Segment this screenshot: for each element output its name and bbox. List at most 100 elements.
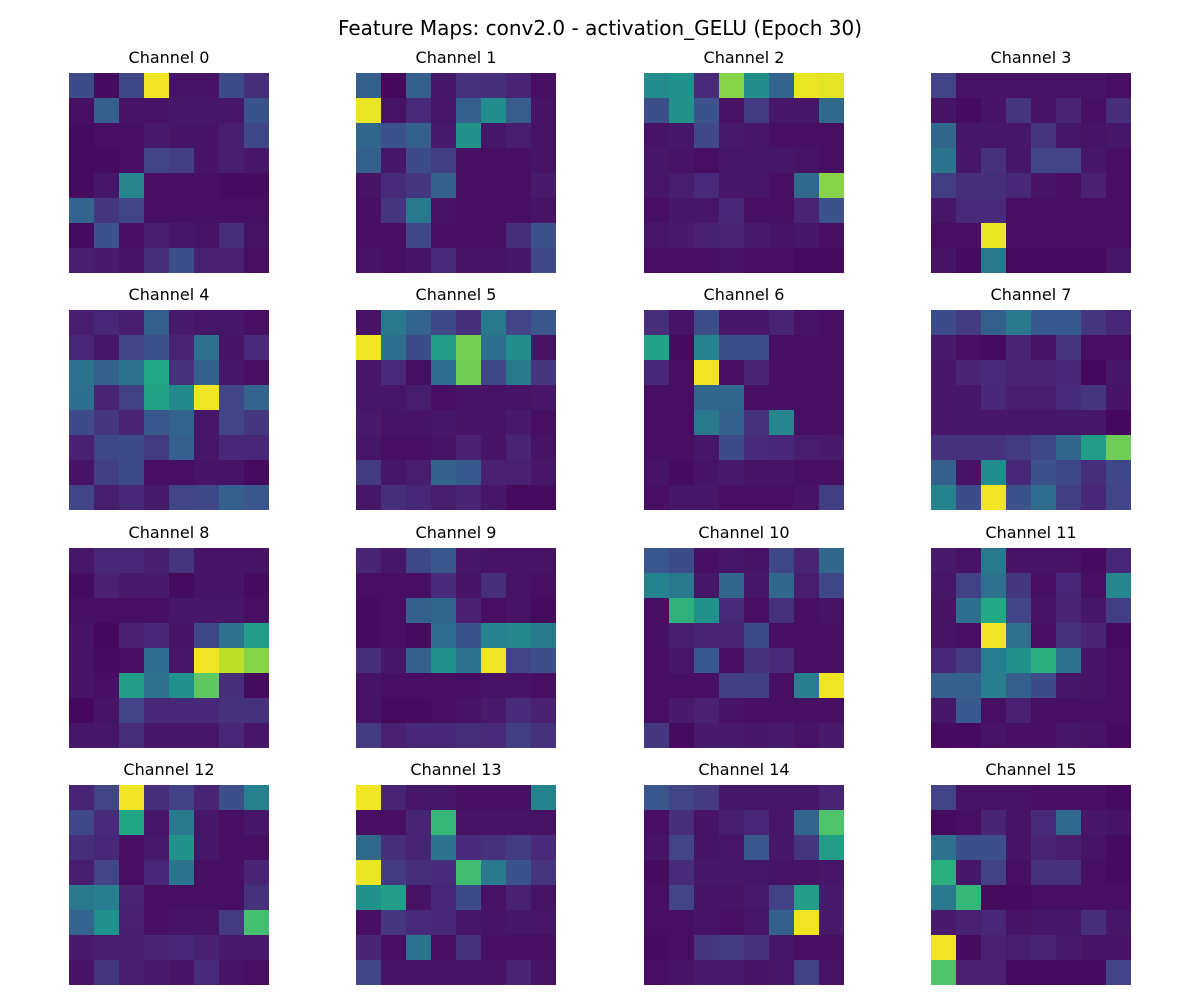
- heatmap-cell: [244, 935, 269, 961]
- heatmap-cell: [194, 123, 220, 149]
- heatmap-cell: [1081, 360, 1107, 386]
- heatmap-cell: [169, 98, 195, 124]
- heatmap-cell: [1006, 248, 1032, 273]
- heatmap-cell: [381, 310, 407, 336]
- heatmap-cell: [144, 73, 170, 99]
- heatmap-cell: [119, 573, 145, 599]
- heatmap-cell: [356, 548, 382, 574]
- heatmap-cell: [219, 335, 245, 361]
- heatmap-cell: [1081, 785, 1107, 811]
- heatmap-cell: [531, 198, 556, 224]
- heatmap-cell: [219, 223, 245, 249]
- heatmap-cell: [406, 910, 432, 936]
- heatmap-cell: [719, 198, 745, 224]
- heatmap-cell: [1006, 623, 1032, 649]
- heatmap-cell: [94, 598, 120, 624]
- heatmap-cell: [431, 310, 457, 336]
- heatmap-cell: [1006, 785, 1032, 811]
- heatmap-cell: [719, 335, 745, 361]
- heatmap-cell: [931, 885, 957, 911]
- heatmap-cell: [744, 573, 770, 599]
- heatmap-cell: [381, 785, 407, 811]
- heatmap-cell: [1006, 598, 1032, 624]
- heatmap-panel: Channel 10: [644, 523, 844, 748]
- heatmap-cell: [356, 910, 382, 936]
- heatmap-cell: [119, 785, 145, 811]
- heatmap-cell: [244, 123, 269, 149]
- heatmap-cell: [794, 910, 820, 936]
- heatmap-cell: [169, 435, 195, 461]
- heatmap-cell: [144, 548, 170, 574]
- heatmap-cell: [981, 835, 1007, 861]
- panel-title: Channel 14: [698, 760, 790, 779]
- heatmap-cell: [356, 360, 382, 386]
- heatmap-cell: [356, 485, 382, 510]
- panel-title: Channel 3: [990, 48, 1072, 67]
- heatmap-cell: [819, 910, 844, 936]
- heatmap-cell: [144, 335, 170, 361]
- heatmap-cell: [194, 723, 220, 748]
- heatmap-cell: [669, 960, 695, 985]
- heatmap-cell: [194, 598, 220, 624]
- heatmap-cell: [694, 460, 720, 486]
- heatmap-cell: [1031, 248, 1057, 273]
- heatmap-cell: [981, 198, 1007, 224]
- heatmap-cell: [506, 198, 532, 224]
- heatmap-cell: [1031, 223, 1057, 249]
- heatmap-cell: [194, 310, 220, 336]
- heatmap-cell: [481, 123, 507, 149]
- heatmap-cell: [169, 410, 195, 436]
- heatmap-cell: [169, 723, 195, 748]
- heatmap-cell: [981, 173, 1007, 199]
- heatmap-cell: [1031, 385, 1057, 411]
- heatmap-cell: [956, 248, 982, 273]
- heatmap-cell: [481, 623, 507, 649]
- heatmap-cell: [694, 173, 720, 199]
- heatmap-cell: [1056, 785, 1082, 811]
- heatmap-cell: [669, 360, 695, 386]
- heatmap-cell: [1006, 385, 1032, 411]
- heatmap: [356, 310, 556, 510]
- heatmap-cell: [931, 960, 957, 985]
- heatmap-cell: [481, 573, 507, 599]
- heatmap: [644, 310, 844, 510]
- heatmap-cell: [244, 885, 269, 911]
- heatmap-cell: [381, 548, 407, 574]
- heatmap-cell: [431, 573, 457, 599]
- heatmap-cell: [381, 198, 407, 224]
- heatmap-cell: [1056, 248, 1082, 273]
- heatmap-cell: [769, 248, 795, 273]
- heatmap-cell: [931, 335, 957, 361]
- heatmap-cell: [456, 623, 482, 649]
- heatmap-cell: [719, 910, 745, 936]
- heatmap-cell: [956, 173, 982, 199]
- heatmap-cell: [1081, 198, 1107, 224]
- heatmap-panel: Channel 13: [356, 760, 556, 985]
- heatmap-cell: [244, 698, 269, 724]
- heatmap-cell: [194, 460, 220, 486]
- heatmap-cell: [144, 198, 170, 224]
- heatmap-cell: [1106, 723, 1131, 748]
- heatmap-cell: [644, 335, 670, 361]
- heatmap-cell: [531, 573, 556, 599]
- heatmap-cell: [819, 385, 844, 411]
- heatmap-cell: [531, 910, 556, 936]
- heatmap-cell: [694, 573, 720, 599]
- heatmap-cell: [406, 573, 432, 599]
- heatmap: [69, 73, 269, 273]
- heatmap-cell: [119, 548, 145, 574]
- heatmap-cell: [819, 485, 844, 510]
- heatmap-cell: [194, 810, 220, 836]
- heatmap-cell: [669, 885, 695, 911]
- heatmap-cell: [744, 335, 770, 361]
- heatmap-panel: Channel 6: [644, 285, 844, 510]
- heatmap-cell: [481, 960, 507, 985]
- heatmap-cell: [506, 223, 532, 249]
- heatmap-cell: [356, 835, 382, 861]
- heatmap-cell: [381, 673, 407, 699]
- heatmap-cell: [819, 460, 844, 486]
- heatmap-cell: [144, 148, 170, 174]
- heatmap-cell: [94, 385, 120, 411]
- heatmap-cell: [356, 410, 382, 436]
- heatmap-cell: [456, 485, 482, 510]
